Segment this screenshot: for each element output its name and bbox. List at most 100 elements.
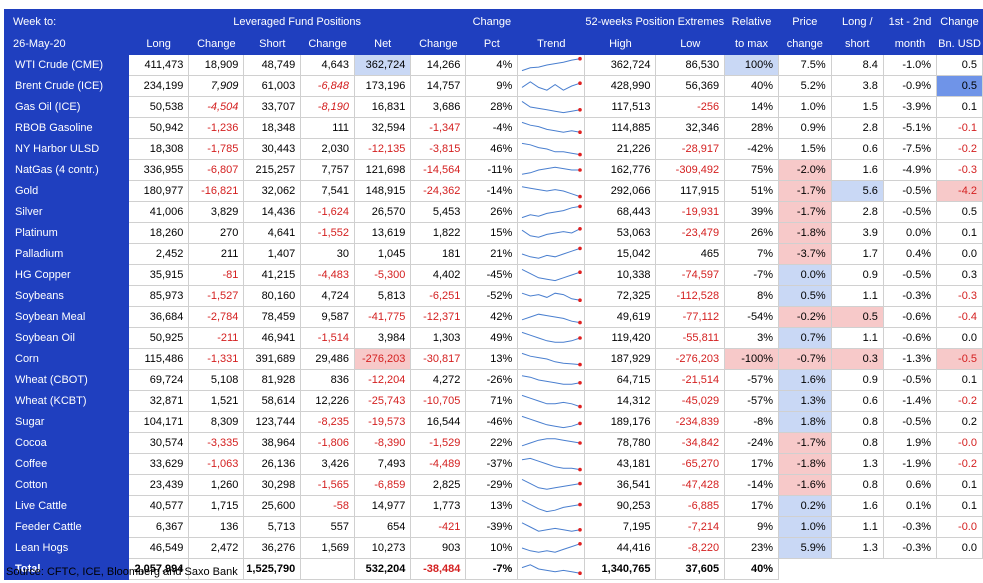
cell-price: 1.5% <box>777 138 832 160</box>
cell-chg-long: 2,472 <box>188 537 245 559</box>
cell-net: -12,204 <box>353 369 412 391</box>
cell-low: 117,915 <box>655 180 726 202</box>
cell-ls <box>831 559 883 580</box>
cell-chg-long: -6,807 <box>188 159 245 181</box>
table-row: Feeder Cattle 6,367 136 5,713 557 654 -421 -39%… <box>4 516 983 538</box>
cell-chg-long: -3,335 <box>188 432 245 454</box>
cell-net: 1,045 <box>353 243 412 265</box>
cell-high: 117,513 <box>584 96 657 118</box>
trend-sparkline <box>522 166 583 175</box>
cell-rel: -57% <box>724 369 779 391</box>
cell-high: 78,780 <box>584 432 657 454</box>
cell-low: -77,112 <box>655 306 726 328</box>
cell-month: -0.3% <box>882 537 938 559</box>
cell-chg-long: 136 <box>188 516 245 538</box>
trend-line <box>522 121 581 133</box>
cell-chg-pct: 49% <box>465 327 519 349</box>
cell-high: 72,325 <box>584 285 657 307</box>
cell-ls: 0.9 <box>830 369 884 391</box>
cell-ls: 1.5 <box>830 96 884 118</box>
cell-rel: -57% <box>724 390 779 412</box>
table-row: WTI Crude (CME) 411,473 18,909 48,749 4,643 3… <box>4 54 983 76</box>
cell-price: -1.6% <box>777 474 832 496</box>
trend-last-point <box>578 421 583 426</box>
trend-last-point <box>578 270 583 274</box>
cell-chg-net: -6,251 <box>410 285 467 307</box>
cell-chg-pct: -14% <box>465 180 519 202</box>
cell-low: -21,514 <box>655 369 726 391</box>
cell-month: -0.5% <box>882 180 938 202</box>
cell-net: 148,915 <box>353 180 412 202</box>
cell-price: 0.0% <box>777 264 832 286</box>
cell-chg-net: -14,564 <box>410 159 467 181</box>
trend-sparkline <box>522 227 583 238</box>
cell-low: 37,605 <box>655 558 726 580</box>
cell-chg-long: 1,260 <box>188 474 245 496</box>
cell-rel: 23% <box>724 537 779 559</box>
col-change-short: Change <box>300 33 355 55</box>
cell-ls: 0.9 <box>830 264 884 286</box>
cell-rel: 14% <box>724 96 779 118</box>
cell-high: 90,253 <box>584 495 657 517</box>
cell-chg-net: -3,815 <box>410 138 467 160</box>
cell-chg-short: 836 <box>300 369 355 391</box>
trend-last-point <box>578 56 583 61</box>
cell-net: 532,204 <box>353 558 412 580</box>
cell-net: 13,619 <box>353 222 412 244</box>
commodity-name: HG Copper <box>4 264 129 286</box>
cell-short: 5,713 <box>243 516 302 538</box>
trend-sparkline <box>522 352 583 367</box>
cell-usd: -0.2 <box>936 390 983 412</box>
cell-price: -3.7% <box>777 243 832 265</box>
cell-short: 78,459 <box>243 306 302 328</box>
cell-ls: 0.8 <box>830 432 884 454</box>
commodity-name: Platinum <box>4 222 129 244</box>
cell-price: 0.9% <box>777 117 832 139</box>
trend-sparkline <box>522 499 583 513</box>
cell-ls: 0.8 <box>830 474 884 496</box>
trend-line <box>522 478 581 490</box>
cell-high: 36,541 <box>584 474 657 496</box>
trend-last-point <box>578 130 583 134</box>
cell-chg-short: -1,806 <box>300 432 355 454</box>
cell-chg-pct: 21% <box>465 243 519 265</box>
cell-month: -0.6% <box>882 327 938 349</box>
trend-cell <box>517 558 586 580</box>
cell-high: 49,619 <box>584 306 657 328</box>
cell-chg-net: 1,822 <box>410 222 467 244</box>
cell-high: 7,195 <box>584 516 657 538</box>
source-note: Source: CFTC, ICE, Bloomberg and Saxo Ba… <box>6 566 238 578</box>
trend-sparkline <box>522 375 583 385</box>
trend-last-point <box>578 320 583 325</box>
trend-last-point <box>578 246 583 251</box>
cell-chg-pct: -52% <box>465 285 519 307</box>
cell-long: 23,439 <box>127 474 190 496</box>
cell-chg-short: -1,565 <box>300 474 355 496</box>
cell-high: 53,063 <box>584 222 657 244</box>
cell-month: -5.1% <box>882 117 938 139</box>
cell-net: -8,390 <box>353 432 412 454</box>
cell-chg-short: 4,643 <box>300 54 355 76</box>
cell-long: 6,367 <box>127 516 190 538</box>
cell-high: 14,312 <box>584 390 657 412</box>
cell-ls: 1.6 <box>830 495 884 517</box>
cell-long: 336,955 <box>127 159 190 181</box>
trend-line <box>522 394 581 408</box>
cell-month: -0.5% <box>882 201 938 223</box>
cell-rel: -14% <box>724 474 779 496</box>
col-net: Net <box>353 33 412 55</box>
table-row: Soybeans 85,973 -1,527 80,160 4,724 5,813 -6,2… <box>4 285 983 307</box>
cell-usd: -0.0 <box>936 432 983 454</box>
cell-rel: 40% <box>724 558 779 580</box>
commodity-name: Brent Crude (ICE) <box>4 75 129 97</box>
cell-chg-pct: -39% <box>465 516 519 538</box>
cell-rel: 28% <box>724 117 779 139</box>
trend-sparkline <box>522 121 583 134</box>
cell-usd: -0.0 <box>936 516 983 538</box>
trend-last-point <box>578 528 583 532</box>
cell-price: -1.7% <box>777 432 832 454</box>
cell-chg-short: 1,569 <box>300 537 355 559</box>
cell-low: -19,931 <box>655 201 726 223</box>
trend-last-point <box>578 571 583 575</box>
cell-usd: 0.1 <box>936 495 983 517</box>
